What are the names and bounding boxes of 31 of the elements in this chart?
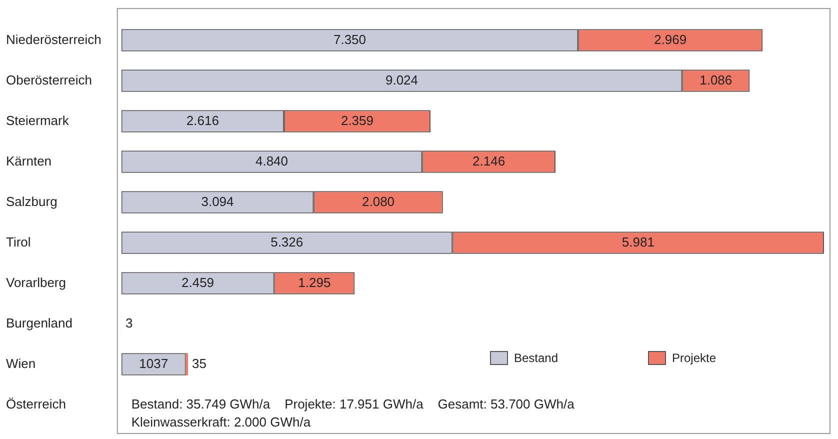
y-tick-label: Salzburg — [6, 194, 58, 209]
y-tick-label: Kärnten — [6, 153, 52, 168]
y-tick-label: Österreich — [6, 396, 66, 412]
data-label: 2.459 — [182, 274, 214, 290]
y-tick-label: Burgenland — [6, 315, 72, 330]
data-label: 4.840 — [255, 153, 288, 168]
legend-label: Bestand — [514, 351, 558, 366]
data-label: 5.981 — [622, 234, 654, 250]
annotation: Bestand: 35.749 GWh/a Projekte: 17.951 GWh/a Gesamt: 53.700 GWh/a — [131, 396, 576, 412]
data-label: 35 — [192, 356, 206, 371]
data-label: 7.350 — [333, 32, 366, 47]
data-label: 2.146 — [472, 153, 506, 168]
data-label: 1.295 — [298, 274, 331, 290]
data-label: 1.086 — [700, 72, 732, 88]
y-tick-label: Oberösterreich — [6, 72, 92, 88]
data-label: 2.616 — [186, 112, 219, 128]
y-tick-label: Wien — [6, 356, 36, 371]
annotation: Kleinwasserkraft: 2.000 GWh/a — [131, 414, 312, 430]
data-label: 2.080 — [362, 194, 395, 209]
data-label: 9.024 — [385, 72, 418, 88]
y-tick-label: Niederösterreich — [6, 32, 102, 47]
legend-label: Projekte — [672, 351, 716, 366]
y-tick-label: Steiermark — [6, 112, 70, 128]
data-label: 5.326 — [270, 234, 304, 250]
y-tick-label: Tirol — [6, 234, 31, 250]
data-label: 3.094 — [201, 194, 234, 209]
data-label: 2.969 — [654, 32, 687, 47]
data-label: 2.359 — [340, 112, 374, 128]
y-tick-label: Vorarlberg — [6, 274, 66, 290]
data-label: 3 — [126, 315, 133, 330]
data-label: 1037 — [139, 356, 168, 371]
